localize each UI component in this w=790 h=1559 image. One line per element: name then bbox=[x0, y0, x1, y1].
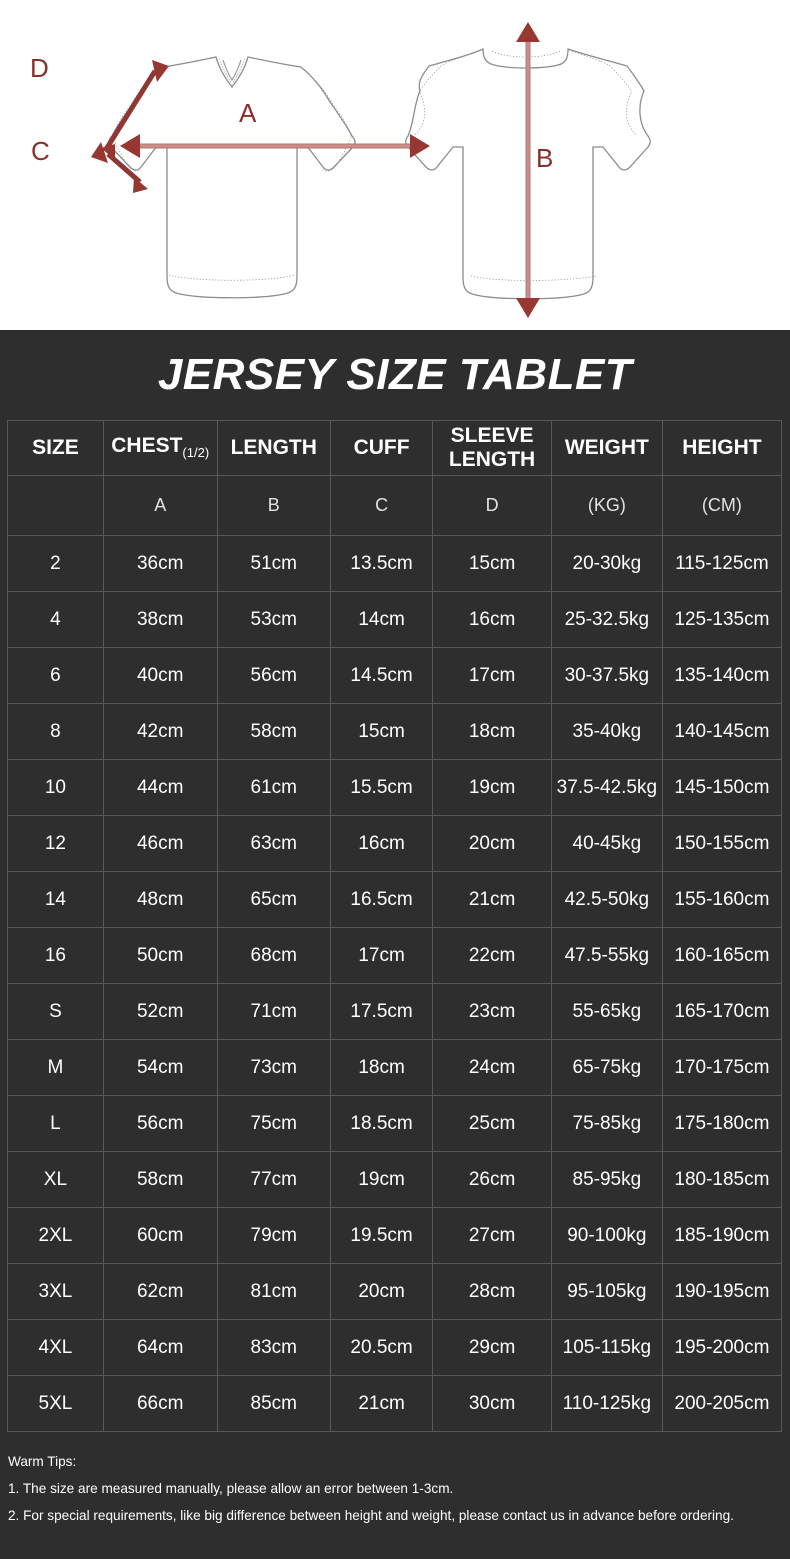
svg-text:A: A bbox=[239, 98, 257, 128]
svg-text:C: C bbox=[31, 136, 50, 166]
svg-text:B: B bbox=[536, 143, 553, 173]
svg-text:D: D bbox=[30, 53, 49, 83]
